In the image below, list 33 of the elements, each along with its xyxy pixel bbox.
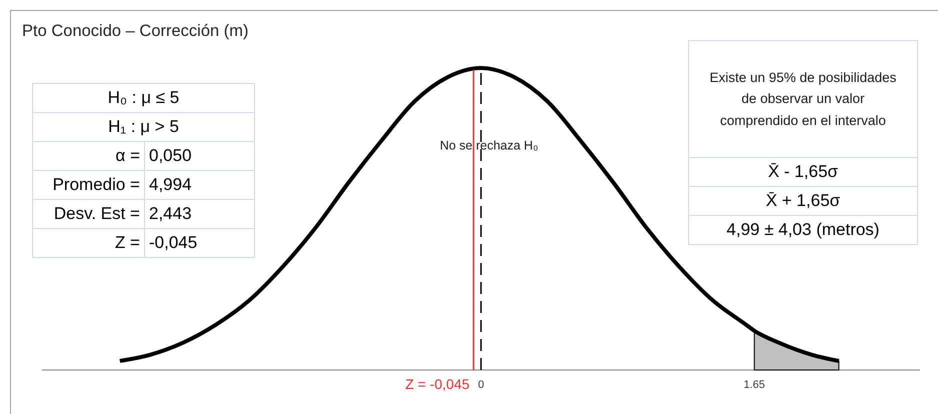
annotation: -0,045 <box>149 233 198 252</box>
annotation: Desv. Est = <box>54 204 140 223</box>
annotation: 0,050 <box>149 146 192 165</box>
annotation: Promedio = <box>52 175 140 194</box>
table-cell: Promedio = <box>32 170 144 200</box>
annotation: 4,99 ± 4,03 (metros) <box>726 220 880 239</box>
table-cell: H₀ : μ ≤ 5 <box>32 84 254 112</box>
annotation: 2,443 <box>149 204 192 223</box>
table-cell: 0,050 <box>144 142 254 170</box>
annotation: X̄ - 1,65σ <box>768 162 838 181</box>
x-tick-label: 0 <box>478 379 484 391</box>
annotation: No se rechaza H₀ <box>440 138 538 153</box>
table-cell: 4,994 <box>144 170 254 200</box>
x-tick-label: 1.65 <box>744 379 766 391</box>
table-cell: -0,045 <box>144 228 254 258</box>
table-cell: X̄ - 1,65σ <box>688 158 918 186</box>
table-cell: H₁ : μ > 5 <box>32 112 254 142</box>
annotation: H₁ : μ > 5 <box>108 117 179 136</box>
table-cell: 2,443 <box>144 200 254 228</box>
table-cell: X̄ + 1,65σ <box>688 186 918 216</box>
table-cell: Existe un 95% de posibilidades de observar un valor comprendido en el intervalo <box>688 40 918 158</box>
ref-line-label: Z = -0,045 <box>405 376 470 392</box>
annotation: Z = <box>114 233 140 252</box>
annotation: X̄ + 1,65σ <box>766 191 840 210</box>
table-cell: 4,99 ± 4,03 (metros) <box>688 216 918 244</box>
annotation: H₀ : μ ≤ 5 <box>108 88 180 107</box>
annotation: Existe un 95% de posibilidades de observar un valor comprendido en el intervalo <box>710 70 896 128</box>
table-cell: Desv. Est = <box>32 200 144 228</box>
table-cell: Z = <box>32 228 144 258</box>
chart-title: Pto Conocido – Corrección (m) <box>22 22 249 40</box>
annotation: α = <box>116 146 140 165</box>
table-cell: α = <box>32 142 144 170</box>
annotation: 4,994 <box>149 175 192 194</box>
